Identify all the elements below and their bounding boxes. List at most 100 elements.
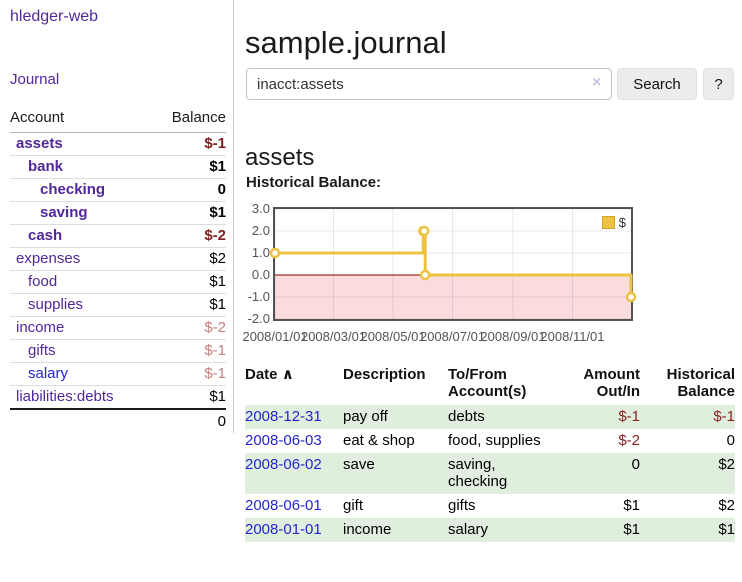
account-balance: $1 [209, 388, 226, 405]
y-axis-tick-label: 0.0 [251, 267, 270, 282]
cell-amount: $-2 [618, 432, 640, 449]
transaction-date-link[interactable]: 2008-06-03 [245, 432, 322, 449]
accounts-rows: assets $-1 bank $1 checking 0 saving $1 cash $-2 e… [10, 133, 226, 408]
balance-chart-canvas [269, 208, 637, 320]
cell-balance: $2 [718, 456, 735, 473]
transaction-date-link[interactable]: 2008-01-01 [245, 521, 322, 538]
account-link[interactable]: assets [16, 135, 63, 152]
account-link[interactable]: liabilities:debts [16, 388, 114, 405]
date-header-label: Date [245, 366, 278, 383]
account-link[interactable]: saving [40, 204, 88, 221]
accounts-tree: Account Balance assets $-1 bank $1 checking 0… [10, 106, 226, 433]
account-title: assets [245, 143, 315, 171]
account-balance: $-1 [204, 365, 226, 382]
y-axis-tick-label: -1.0 [247, 289, 270, 304]
register-header-amount: Amount Out/In [583, 366, 640, 400]
sidebar-divider [233, 0, 234, 433]
register-header-date[interactable]: Date ∧ [245, 362, 343, 405]
cell-accounts: debts [448, 408, 485, 425]
cell-date: 2008-06-02 [245, 453, 343, 494]
account-link[interactable]: supplies [28, 296, 84, 313]
transaction-date-link[interactable]: 2008-06-02 [245, 456, 322, 473]
cell-date: 2008-12-31 [245, 405, 343, 429]
register-row[interactable]: 2008-01-01 income salary $1 $1 [245, 518, 735, 542]
register-header-balance: Historical Balance [666, 366, 735, 400]
account-row-saving: saving $1 [10, 201, 226, 224]
cell-amount: $1 [623, 521, 640, 538]
search-input[interactable] [246, 68, 612, 100]
account-balance: $-2 [204, 227, 226, 244]
accounts-header-account: Account [10, 109, 65, 126]
account-row-liabilities-debts: liabilities:debts $1 [10, 385, 226, 408]
account-balance: 0 [217, 181, 226, 198]
account-row-supplies: supplies $1 [10, 293, 226, 316]
cell-balance: $-1 [713, 408, 735, 425]
sort-asc-icon: ∧ [281, 366, 294, 383]
cell-description: income [343, 521, 392, 538]
account-row-assets: assets $-1 [10, 133, 226, 155]
chart-plot-area: $ [269, 207, 637, 321]
cell-description: save [343, 456, 375, 473]
cell-accounts: food, supplies [448, 432, 541, 449]
clear-search-icon[interactable]: × [592, 74, 602, 91]
cell-date: 2008-06-03 [245, 429, 343, 453]
x-axis-tick-label: 2008/03/01 [300, 329, 367, 344]
register-row[interactable]: 2008-06-03 eat & shop food, supplies $-2 0 [245, 429, 735, 453]
register-table: Date ∧ Description To/From Account(s) Am… [245, 362, 735, 542]
app-brand-link[interactable]: hledger-web [10, 8, 99, 25]
account-balance: $-1 [204, 135, 226, 152]
account-link[interactable]: checking [40, 181, 106, 198]
account-row-salary: salary $-1 [10, 362, 226, 385]
cell-balance: 0 [726, 432, 735, 449]
y-axis-tick-label: 1.0 [251, 245, 270, 260]
chart-label: Historical Balance: [246, 174, 382, 191]
historical-balance-chart: 3.0 2.0 1.0 0.0 -1.0 -2.0 $ 2008/01/01 2008/03… [242, 201, 663, 351]
cell-balance: $1 [718, 521, 735, 538]
cell-date: 2008-06-01 [245, 494, 343, 518]
cell-description: pay off [343, 408, 388, 425]
account-link[interactable]: cash [28, 227, 63, 244]
account-balance: $1 [209, 204, 226, 221]
account-balance: $1 [209, 273, 226, 290]
cell-description: gift [343, 497, 364, 514]
search-button[interactable]: Search [617, 68, 697, 100]
accounts-header-balance: Balance [171, 109, 226, 126]
account-row-food: food $1 [10, 270, 226, 293]
register-row[interactable]: 2008-12-31 pay off debts $-1 $-1 [245, 405, 735, 429]
y-axis-tick-label: -2.0 [247, 311, 270, 326]
register-row[interactable]: 2008-06-01 gift gifts $1 $2 [245, 494, 735, 518]
account-balance: $2 [209, 250, 226, 267]
series-label: $ [618, 215, 626, 230]
cell-amount: $-1 [618, 408, 640, 425]
register-header-accounts: To/From Account(s) [448, 366, 527, 400]
transaction-date-link[interactable]: 2008-12-31 [245, 408, 322, 425]
account-row-cash: cash $-2 [10, 224, 226, 247]
account-balance: $1 [209, 158, 226, 175]
account-link[interactable]: income [16, 319, 65, 336]
register-header-description: Description [343, 366, 426, 383]
account-link[interactable]: salary [28, 365, 69, 382]
account-link[interactable]: gifts [28, 342, 56, 359]
account-row-income: income $-2 [10, 316, 226, 339]
account-link[interactable]: food [28, 273, 58, 290]
cell-accounts: gifts [448, 497, 476, 514]
y-axis-tick-label: 3.0 [251, 201, 270, 216]
account-balance: $1 [209, 296, 226, 313]
x-axis-tick-label: 2008/11/01 [540, 329, 605, 344]
accounts-total: 0 [10, 408, 226, 433]
register-header-row: Date ∧ Description To/From Account(s) Am… [245, 362, 735, 405]
account-row-expenses: expenses $2 [10, 247, 226, 270]
register-row[interactable]: 2008-06-02 save saving, checking 0 $2 [245, 453, 735, 494]
account-link[interactable]: bank [28, 158, 64, 175]
cell-accounts: saving, checking [448, 456, 508, 490]
help-button[interactable]: ? [703, 68, 734, 100]
account-row-gifts: gifts $-1 [10, 339, 226, 362]
transaction-date-link[interactable]: 2008-06-01 [245, 497, 322, 514]
account-link[interactable]: expenses [16, 250, 81, 267]
x-axis-tick-label: 2008/01/01 [242, 329, 308, 344]
page-title: sample.journal [245, 24, 447, 60]
sidebar-item-journal[interactable]: Journal [10, 71, 60, 88]
x-axis-tick-label: 2008/07/01 [419, 329, 486, 344]
account-balance: $-1 [204, 342, 226, 359]
